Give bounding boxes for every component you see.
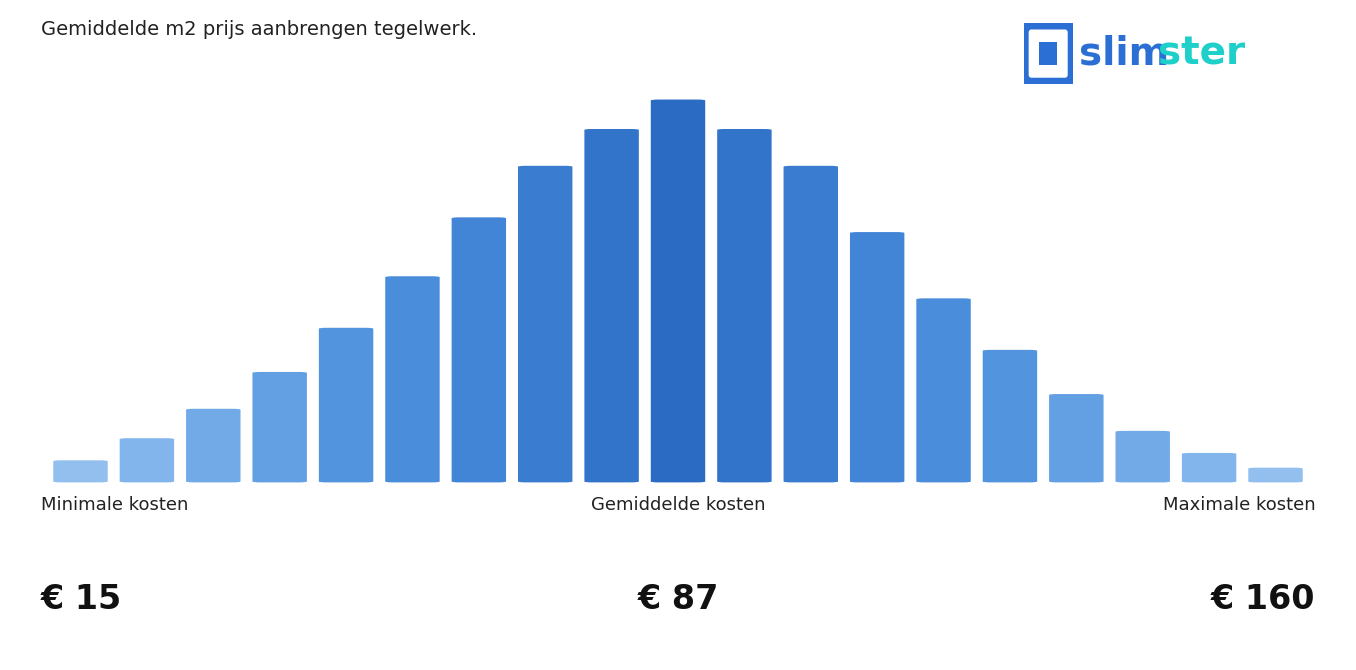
FancyBboxPatch shape (1182, 453, 1237, 482)
FancyBboxPatch shape (1249, 468, 1303, 482)
FancyBboxPatch shape (651, 100, 705, 482)
FancyBboxPatch shape (385, 276, 439, 482)
FancyBboxPatch shape (784, 165, 838, 482)
FancyBboxPatch shape (319, 328, 373, 482)
Text: Gemiddelde kosten: Gemiddelde kosten (591, 496, 765, 514)
FancyBboxPatch shape (252, 372, 306, 482)
Bar (1039, 42, 1058, 65)
FancyBboxPatch shape (717, 129, 772, 482)
Text: € 87: € 87 (637, 583, 719, 616)
Text: Maximale kosten: Maximale kosten (1162, 496, 1315, 514)
FancyBboxPatch shape (1050, 394, 1104, 482)
FancyBboxPatch shape (917, 298, 971, 482)
FancyBboxPatch shape (1116, 431, 1170, 482)
FancyBboxPatch shape (186, 409, 240, 482)
FancyBboxPatch shape (518, 165, 572, 482)
Text: ster: ster (1158, 35, 1245, 72)
FancyBboxPatch shape (850, 232, 904, 482)
Text: Minimale kosten: Minimale kosten (41, 496, 188, 514)
FancyBboxPatch shape (119, 438, 174, 482)
FancyBboxPatch shape (584, 129, 639, 482)
FancyBboxPatch shape (983, 350, 1037, 482)
Text: € 160: € 160 (1211, 583, 1315, 616)
Text: Gemiddelde m2 prijs aanbrengen tegelwerk.: Gemiddelde m2 prijs aanbrengen tegelwerk… (41, 20, 477, 39)
FancyBboxPatch shape (1020, 19, 1077, 88)
FancyBboxPatch shape (1029, 29, 1067, 78)
FancyBboxPatch shape (53, 460, 107, 482)
FancyBboxPatch shape (452, 217, 506, 482)
Text: € 15: € 15 (41, 583, 122, 616)
Text: slim: slim (1079, 35, 1170, 72)
